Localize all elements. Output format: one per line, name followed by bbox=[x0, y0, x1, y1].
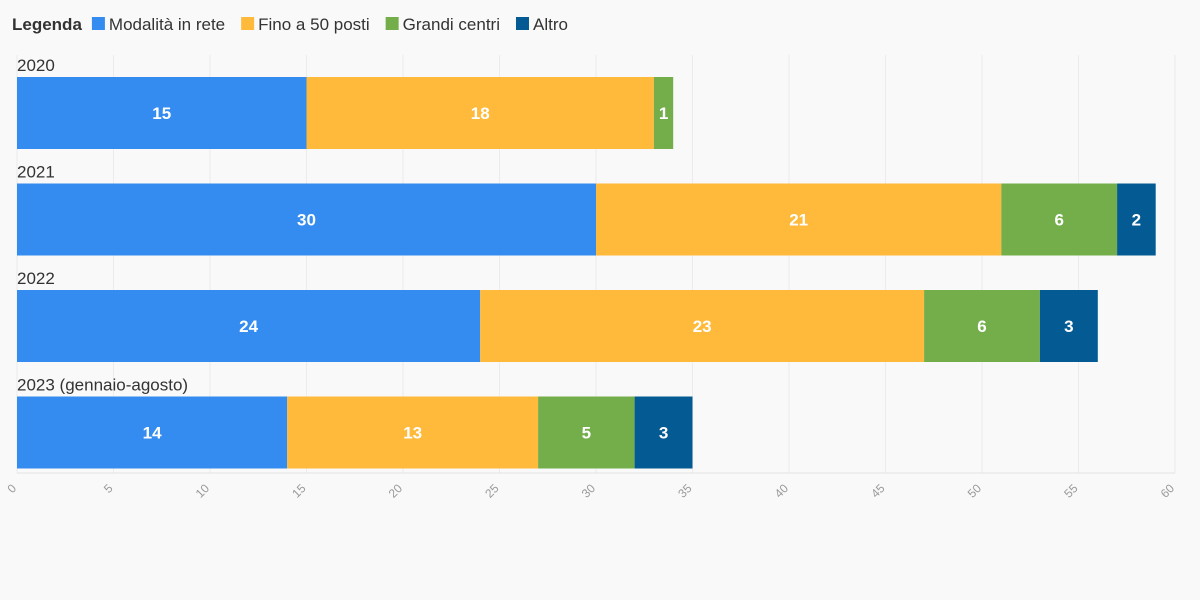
bar-segment-0-1 bbox=[306, 77, 654, 149]
legend: Legenda Modalità in rete Fino a 50 posti G… bbox=[12, 15, 568, 34]
category-label-3: 2023 (gennaio-agosto) bbox=[17, 376, 188, 395]
bar-value-label-2-1: 23 bbox=[693, 317, 712, 336]
x-tick-label-2: 10 bbox=[193, 481, 213, 501]
x-tick-label-1: 5 bbox=[101, 481, 116, 496]
x-axis: 0 5 10 15 20 25 30 35 40 45 50 55 60 bbox=[4, 472, 1178, 501]
bar-segment-1-0 bbox=[17, 183, 596, 256]
x-tick-label-10: 50 bbox=[965, 481, 985, 501]
x-tick-label-8: 40 bbox=[772, 481, 792, 501]
bar-segment-2-0 bbox=[17, 290, 481, 362]
bar-value-label-2-3: 3 bbox=[1064, 317, 1073, 336]
bar-segment-2-3 bbox=[1039, 290, 1098, 362]
bar-value-label-2-2: 6 bbox=[977, 317, 986, 336]
legend-swatch-2 bbox=[385, 17, 399, 30]
x-tick-label-3: 15 bbox=[289, 481, 309, 501]
legend-title: Legenda bbox=[12, 15, 82, 34]
bar-value-label-1-2: 6 bbox=[1054, 211, 1063, 230]
bar-segment-0-0 bbox=[17, 77, 307, 149]
bar-segment-2-1 bbox=[480, 290, 925, 362]
bar-segment-2-2 bbox=[924, 290, 1040, 362]
bar-segment-3-1 bbox=[287, 396, 539, 469]
bar-value-label-2-0: 24 bbox=[239, 317, 258, 336]
x-tick-label-4: 20 bbox=[386, 481, 406, 501]
bar-segment-1-2 bbox=[1001, 183, 1118, 256]
bar-value-label-3-3: 3 bbox=[659, 424, 668, 443]
category-label-2: 2022 bbox=[17, 269, 55, 288]
legend-swatch-3 bbox=[515, 17, 529, 30]
x-tick-label-5: 25 bbox=[482, 481, 502, 501]
bar-value-label-0-2: 1 bbox=[659, 104, 668, 123]
x-tick-label-7: 35 bbox=[675, 481, 695, 501]
bars: 2020 15 18 1 2021 30 21 6 2 2022 24 23 6 3 2023 (genna… bbox=[17, 56, 1156, 469]
category-label-0: 2020 bbox=[17, 56, 55, 75]
bar-segment-3-0 bbox=[17, 396, 288, 469]
bar-segment-0-2 bbox=[653, 77, 674, 149]
x-tick-label-9: 45 bbox=[868, 481, 888, 501]
bar-segment-3-3 bbox=[634, 396, 693, 469]
x-tick-label-12: 60 bbox=[1158, 481, 1178, 501]
x-tick-label-11: 55 bbox=[1061, 481, 1081, 501]
legend-label-0: Modalità in rete bbox=[109, 15, 225, 34]
bar-value-label-1-3: 2 bbox=[1132, 211, 1141, 230]
bar-value-label-3-2: 5 bbox=[582, 424, 591, 443]
bar-value-label-1-0: 30 bbox=[297, 211, 316, 230]
bar-value-label-0-0: 15 bbox=[152, 104, 171, 123]
x-tick-label-6: 30 bbox=[579, 481, 599, 501]
bar-value-label-3-1: 13 bbox=[403, 424, 422, 443]
category-label-1: 2021 bbox=[17, 163, 55, 182]
x-tick-label-0: 0 bbox=[4, 481, 19, 496]
bar-segment-1-3 bbox=[1117, 183, 1156, 256]
legend-swatch-1 bbox=[241, 17, 255, 30]
bar-value-label-3-0: 14 bbox=[143, 424, 162, 443]
legend-swatch-0 bbox=[91, 17, 105, 30]
legend-label-3: Altro bbox=[533, 15, 568, 34]
bar-segment-3-2 bbox=[538, 396, 635, 469]
bar-value-label-1-1: 21 bbox=[789, 211, 808, 230]
legend-label-1: Fino a 50 posti bbox=[258, 15, 370, 34]
legend-label-2: Grandi centri bbox=[403, 15, 500, 34]
bar-segment-1-1 bbox=[596, 183, 1002, 256]
bar-value-label-0-1: 18 bbox=[471, 104, 490, 123]
